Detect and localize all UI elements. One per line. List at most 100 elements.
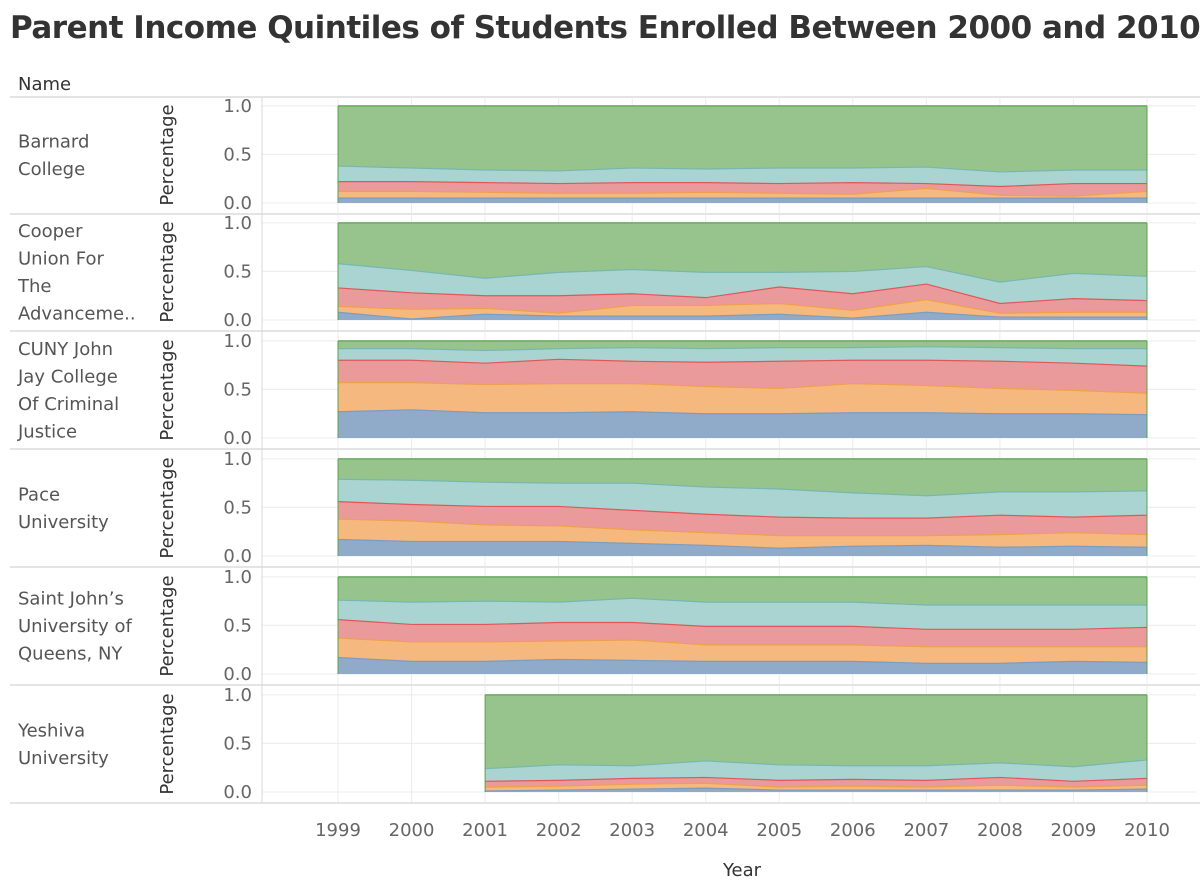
x-tick-label: 2005 xyxy=(756,820,802,841)
area-layer-2 xyxy=(338,299,1147,320)
chart-panels: 0.0 0.5 1.0 Percentage Barnard College 0.0 0.5 1… xyxy=(10,96,1200,804)
x-tick-label: 2009 xyxy=(1051,820,1097,841)
area-layer-4 xyxy=(338,263,1147,304)
area-layer-5 xyxy=(338,222,1147,283)
area-layer-1 xyxy=(338,198,1147,203)
line-layer-1 xyxy=(337,656,1148,664)
row-label: Cooper xyxy=(18,221,83,242)
y-tick-label: 0.0 xyxy=(223,193,252,214)
line-layer-2 xyxy=(337,637,1147,648)
x-tick-label: 2002 xyxy=(536,820,582,841)
y-tick-label: 1.0 xyxy=(223,449,252,470)
row-label: University xyxy=(18,512,109,533)
x-tick-label: 2003 xyxy=(609,820,655,841)
x-tick-label: 2004 xyxy=(683,820,729,841)
area-layer-4 xyxy=(338,479,1147,519)
row-label: Queens, NY xyxy=(18,644,123,665)
x-tick-label: 1999 xyxy=(315,820,361,841)
y-tick-label: 1.0 xyxy=(223,213,252,234)
row-header: Name xyxy=(18,74,71,95)
panel: 0.0 0.5 1.0 Percentage Pace University xyxy=(10,449,1200,568)
area-layer-5 xyxy=(338,340,1147,351)
x-tick-label: 2000 xyxy=(389,820,435,841)
y-tick-label: 1.0 xyxy=(223,96,252,117)
line-layer-2 xyxy=(337,518,1148,537)
y-tick-label: 0.5 xyxy=(223,733,252,754)
line-layer-2 xyxy=(338,382,1148,394)
line-layer-1 xyxy=(485,787,1148,792)
y-axis-title: Percentage xyxy=(157,575,178,676)
row-label: Barnard xyxy=(18,131,89,152)
area-layer-1 xyxy=(338,539,1147,556)
y-tick-label: 0.0 xyxy=(223,546,252,567)
y-tick-label: 0.5 xyxy=(223,379,252,400)
y-tick-label: 0.0 xyxy=(223,428,252,449)
line-layer-3 xyxy=(338,358,1148,367)
chart-title: Parent Income Quintiles of Students Enro… xyxy=(10,10,1200,46)
row-label: CUNY John xyxy=(18,339,113,360)
area-layer-5 xyxy=(338,576,1147,606)
x-tick-label: 2001 xyxy=(462,820,508,841)
y-tick-label: 1.0 xyxy=(223,331,252,352)
row-label: Saint John’s xyxy=(18,589,124,610)
area-layer-1 xyxy=(338,312,1147,320)
panel: 0.0 0.5 1.0 Percentage Yeshiva University xyxy=(10,685,1200,804)
line-layer-4 xyxy=(337,597,1147,606)
line-layer-2 xyxy=(338,187,1148,197)
row-label: Yeshiva xyxy=(17,720,85,741)
area-layer-4 xyxy=(338,346,1147,367)
area-layer-3 xyxy=(485,777,1147,788)
panel: 0.0 0.5 1.0 Percentage Saint John’s Universit… xyxy=(10,567,1200,686)
line-layer-1 xyxy=(337,538,1148,549)
y-tick-label: 0.5 xyxy=(223,261,252,282)
y-tick-label: 0.0 xyxy=(223,310,252,331)
x-axis-title: Year xyxy=(722,860,762,881)
row-label: Jay College xyxy=(17,366,118,387)
x-tick-label: 2010 xyxy=(1124,820,1170,841)
line-layer-2 xyxy=(337,298,1147,314)
y-axis-title: Percentage xyxy=(157,221,178,322)
y-tick-label: 1.0 xyxy=(223,567,252,588)
line-layer-3 xyxy=(338,181,1147,188)
line-layer-4 xyxy=(485,759,1148,770)
line-layer-4 xyxy=(337,263,1148,283)
line-layer-3 xyxy=(337,501,1148,519)
row-label: University of xyxy=(18,616,133,637)
line-layer-1 xyxy=(337,409,1148,416)
x-tick-label: 2008 xyxy=(977,820,1023,841)
row-label: Pace xyxy=(18,484,60,505)
row-label: Union For xyxy=(18,248,104,269)
y-tick-label: 0.5 xyxy=(223,497,252,518)
y-tick-label: 0.5 xyxy=(223,144,252,165)
area-layer-3 xyxy=(338,619,1147,647)
row-label: University xyxy=(18,748,109,769)
line-layer-3 xyxy=(337,619,1148,630)
y-axis-title: Percentage xyxy=(157,693,178,794)
row-label: Advanceme.. xyxy=(18,303,136,324)
y-tick-label: 0.5 xyxy=(223,615,252,636)
panel: 0.0 0.5 1.0 Percentage Barnard College xyxy=(10,96,1200,215)
line-layer-3 xyxy=(337,283,1148,305)
row-label: The xyxy=(17,276,51,297)
line-layer-2 xyxy=(485,782,1148,788)
line-layer-4 xyxy=(337,478,1148,497)
y-axis-title: Percentage xyxy=(157,104,178,205)
area-layer-5 xyxy=(338,458,1147,496)
area-layer-4 xyxy=(338,598,1147,630)
line-layer-3 xyxy=(485,776,1148,782)
y-axis-title: Percentage xyxy=(157,457,178,558)
row-label: College xyxy=(18,159,85,180)
line-layer-4 xyxy=(337,165,1147,173)
area-layer-1 xyxy=(338,657,1147,674)
row-label: Justice xyxy=(17,421,77,442)
panel: 0.0 0.5 1.0 Percentage Cooper Union For The Adv… xyxy=(10,213,1200,332)
area-layer-3 xyxy=(338,359,1147,394)
x-tick-label: 2006 xyxy=(830,820,876,841)
row-label: Of Criminal xyxy=(18,394,119,415)
area-layer-5 xyxy=(485,694,1147,769)
y-tick-label: 1.0 xyxy=(223,685,252,706)
y-axis-title: Percentage xyxy=(157,339,178,440)
y-tick-label: 0.0 xyxy=(223,782,252,803)
x-tick-label: 2007 xyxy=(903,820,949,841)
